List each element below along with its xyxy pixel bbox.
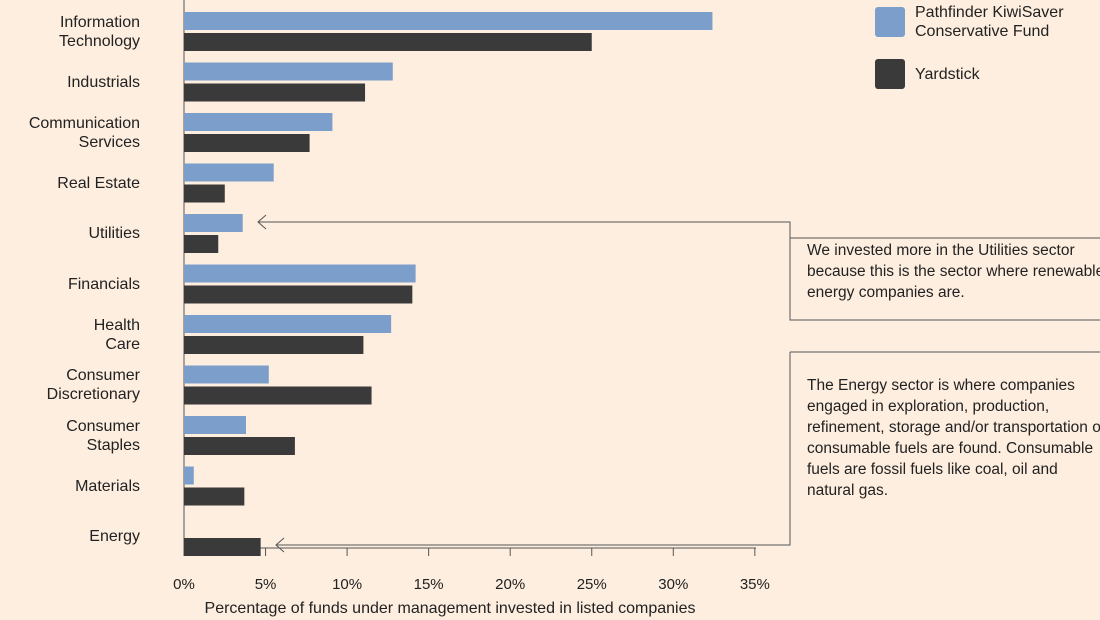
bar — [184, 487, 245, 506]
bar — [184, 163, 274, 182]
x-tick-label: 5% — [254, 576, 277, 593]
bar — [184, 336, 364, 354]
legend-swatch — [875, 7, 905, 37]
y-tick-label: Consumer Staples — [66, 417, 140, 454]
y-tick-label: Industrials — [67, 73, 140, 91]
x-tick-label: 10% — [332, 576, 363, 593]
annotation-connector — [258, 221, 791, 238]
legend-label: Pathfinder KiwiSaver Conservative Fund — [915, 4, 1064, 40]
bar — [184, 12, 713, 30]
bar — [184, 235, 219, 253]
annotation-connector — [276, 352, 791, 546]
bar — [184, 214, 243, 232]
arrow-head — [275, 537, 285, 553]
y-tick-label: Communication Services — [28, 114, 140, 151]
y-tick-label: Utilities — [88, 225, 140, 242]
legend-swatch — [875, 59, 905, 89]
bar — [184, 33, 592, 51]
x-tick-label: 25% — [576, 576, 607, 593]
y-tick-label: Consumer Discretionary — [46, 367, 140, 403]
bar — [184, 365, 269, 384]
y-tick-label: Materials — [75, 477, 140, 495]
bar — [184, 466, 194, 485]
bar — [184, 184, 225, 203]
x-axis-label: Percentage of funds under management inv… — [204, 600, 696, 617]
x-tick-label: 20% — [495, 576, 526, 593]
x-tick-label: 35% — [739, 576, 770, 593]
y-tick-label: Financials — [67, 275, 140, 293]
bar — [184, 386, 372, 405]
bar — [184, 416, 246, 434]
x-tick-label: 30% — [658, 576, 689, 593]
bar — [184, 113, 333, 131]
bar — [184, 538, 261, 556]
bar — [184, 62, 393, 81]
arrow-head — [257, 214, 267, 230]
annotation: We invested more in the Utilities sector… — [807, 242, 1100, 301]
annotation-box — [789, 237, 1100, 321]
bar — [184, 83, 366, 102]
bar — [184, 437, 295, 455]
annotation: The Energy sector is where companies eng… — [807, 377, 1100, 499]
x-tick-label: 15% — [413, 576, 444, 593]
bar — [184, 134, 310, 152]
x-tick-label: 0% — [173, 576, 195, 593]
y-tick-label: Real Estate — [57, 174, 140, 192]
bar — [184, 285, 413, 304]
y-tick-label: Information Technology — [59, 13, 140, 50]
bar — [184, 264, 416, 283]
y-tick-label: Energy — [89, 528, 140, 545]
legend-label: Yardstick — [915, 65, 980, 83]
bar — [184, 315, 392, 333]
y-tick-label: Health Care — [93, 316, 140, 353]
